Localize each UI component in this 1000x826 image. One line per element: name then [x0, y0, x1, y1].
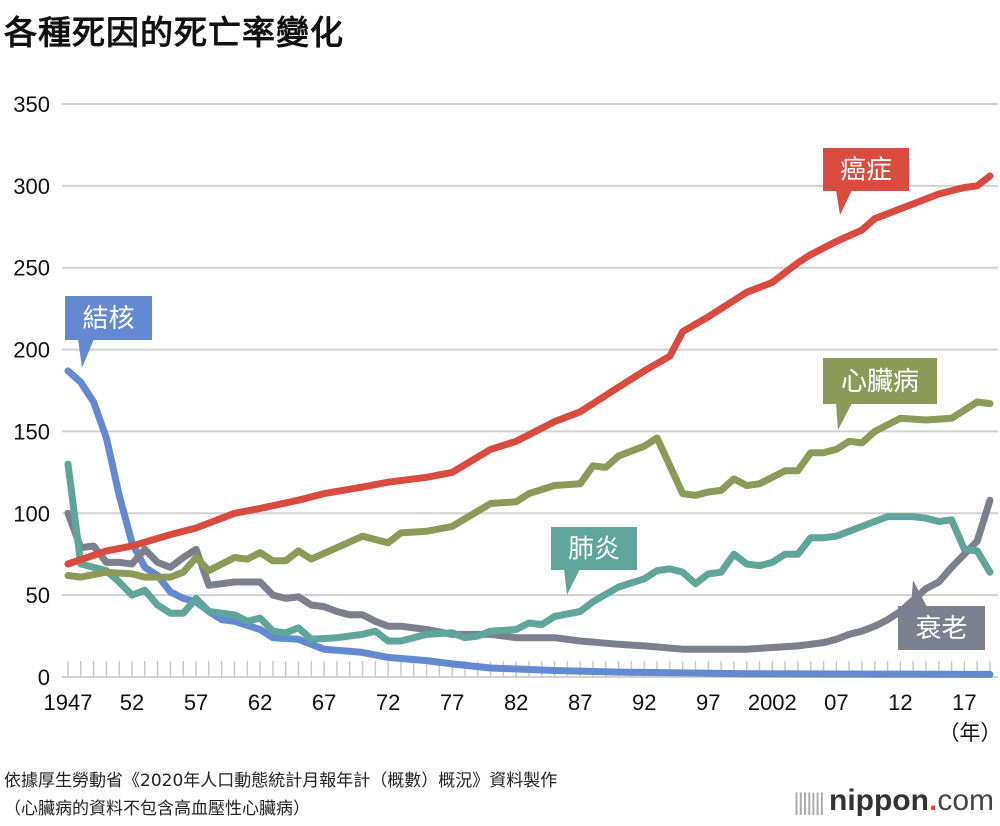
- series-line-心臟病: [64, 398, 994, 581]
- y-tick-label: 50: [26, 583, 50, 608]
- x-tick-label: 67: [312, 690, 336, 715]
- callout-pointer: [836, 190, 852, 215]
- y-tick-label: 200: [13, 338, 50, 363]
- nippon-logo: ||||||| nippon.com: [793, 784, 994, 817]
- callout-label: 結核: [82, 304, 134, 334]
- callout-pointer: [78, 339, 94, 368]
- x-tick-label: 77: [440, 690, 464, 715]
- callout-box: [898, 606, 985, 650]
- source-note: 依據厚生勞動省《2020年人口動態統計月報年計（概數）概況》資料製作: [4, 771, 558, 791]
- logo-bars-icon: |||||||: [793, 789, 825, 816]
- source-note-2: （心臟病的資料不包含高血壓性心臟病）: [4, 799, 310, 819]
- y-tick-label: 150: [13, 419, 50, 444]
- x-tick-label: 72: [376, 690, 400, 715]
- x-tick-label: 12: [888, 690, 912, 715]
- callout-pointer: [564, 569, 580, 595]
- series-line-結核: [64, 367, 994, 678]
- x-tick-label: 1947: [44, 690, 93, 715]
- callout-box: [65, 296, 152, 340]
- callout-label: 癌症: [840, 156, 892, 186]
- chart-title: 各種死因的死亡率變化: [4, 13, 344, 52]
- y-tick-label: 0: [38, 665, 50, 690]
- callout-box: [551, 527, 637, 570]
- y-tick-label: 100: [13, 501, 50, 526]
- x-tick-label: 52: [120, 690, 144, 715]
- x-tick-label: 17: [952, 690, 976, 715]
- x-tick-label: 87: [568, 690, 592, 715]
- y-tick-label: 300: [13, 174, 50, 199]
- callout-pointer: [911, 580, 927, 607]
- x-tick-label: 07: [824, 690, 848, 715]
- x-tick-label: 57: [184, 690, 208, 715]
- series-line-癌症: [64, 172, 994, 568]
- y-tick-label: 250: [13, 256, 50, 281]
- callout-label: 衰老: [915, 614, 967, 644]
- x-tick-label: 82: [504, 690, 528, 715]
- x-axis-label: （年）: [939, 721, 1000, 745]
- callout-label: 肺炎: [568, 535, 620, 565]
- callout-pointer: [836, 403, 852, 430]
- callout-box: [823, 148, 909, 191]
- series-line-肺炎: [64, 460, 994, 645]
- callout-box: [823, 358, 937, 404]
- callout-label: 心臟病: [841, 367, 919, 397]
- x-tick-label: 97: [696, 690, 720, 715]
- y-tick-label: 350: [13, 92, 50, 117]
- x-tick-label: 92: [632, 690, 656, 715]
- x-tick-label: 62: [248, 690, 272, 715]
- x-tick-label: 2002: [748, 690, 797, 715]
